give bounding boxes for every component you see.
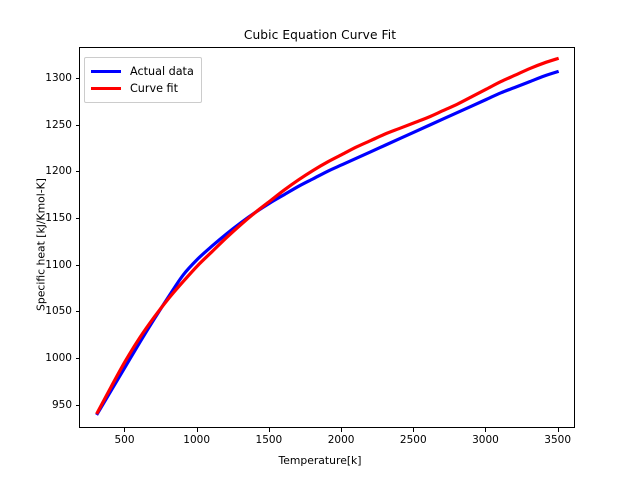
y-tick-mark xyxy=(75,264,79,266)
x-tick-mark xyxy=(485,428,487,432)
y-tick-label: 1100 xyxy=(45,258,72,271)
chart-legend: Actual data Curve fit xyxy=(84,57,202,103)
y-tick-label: 1250 xyxy=(45,118,72,131)
legend-label: Curve fit xyxy=(130,81,178,95)
x-tick-mark xyxy=(341,428,343,432)
x-tick-mark xyxy=(124,428,126,432)
x-tick-mark xyxy=(413,428,415,432)
series-line xyxy=(95,56,560,415)
y-tick-label: 1000 xyxy=(45,351,72,364)
y-axis-label: Specific heat [kJ/Kmol-K] xyxy=(34,178,48,311)
y-tick-label: 1150 xyxy=(45,211,72,224)
x-tick-label: 2000 xyxy=(327,434,355,446)
x-axis-label: Temperature[k] xyxy=(278,454,362,467)
y-tick-mark xyxy=(75,311,79,313)
y-tick-mark xyxy=(75,357,79,359)
y-tick-label: 1200 xyxy=(45,165,72,178)
legend-item: Actual data xyxy=(91,63,194,80)
y-tick-mark xyxy=(75,217,79,219)
y-tick-mark xyxy=(75,77,79,79)
x-tick-mark xyxy=(268,428,270,432)
x-tick-label: 3000 xyxy=(472,434,499,446)
y-tick-label: 1050 xyxy=(45,305,72,318)
x-tick-mark xyxy=(196,428,198,432)
y-tick-label: 1300 xyxy=(45,71,72,84)
x-tick-mark xyxy=(557,428,559,432)
legend-color-swatch xyxy=(91,86,121,91)
series-line xyxy=(95,69,560,416)
plot-area xyxy=(79,47,575,428)
x-tick-label: 1000 xyxy=(183,434,211,446)
y-tick-mark xyxy=(75,171,79,173)
x-tick-label: 3500 xyxy=(544,434,572,446)
legend-color-swatch xyxy=(91,69,121,74)
x-tick-label: 2500 xyxy=(399,434,427,446)
x-tick-label: 1500 xyxy=(255,434,283,446)
legend-label: Actual data xyxy=(130,64,194,78)
legend-item: Curve fit xyxy=(91,80,194,97)
chart-title: Cubic Equation Curve Fit xyxy=(243,28,397,42)
y-tick-mark xyxy=(75,404,79,406)
x-tick-label: 500 xyxy=(114,434,135,446)
plot-lines xyxy=(95,56,560,416)
y-tick-label: 950 xyxy=(51,398,72,411)
y-tick-mark xyxy=(75,124,79,126)
